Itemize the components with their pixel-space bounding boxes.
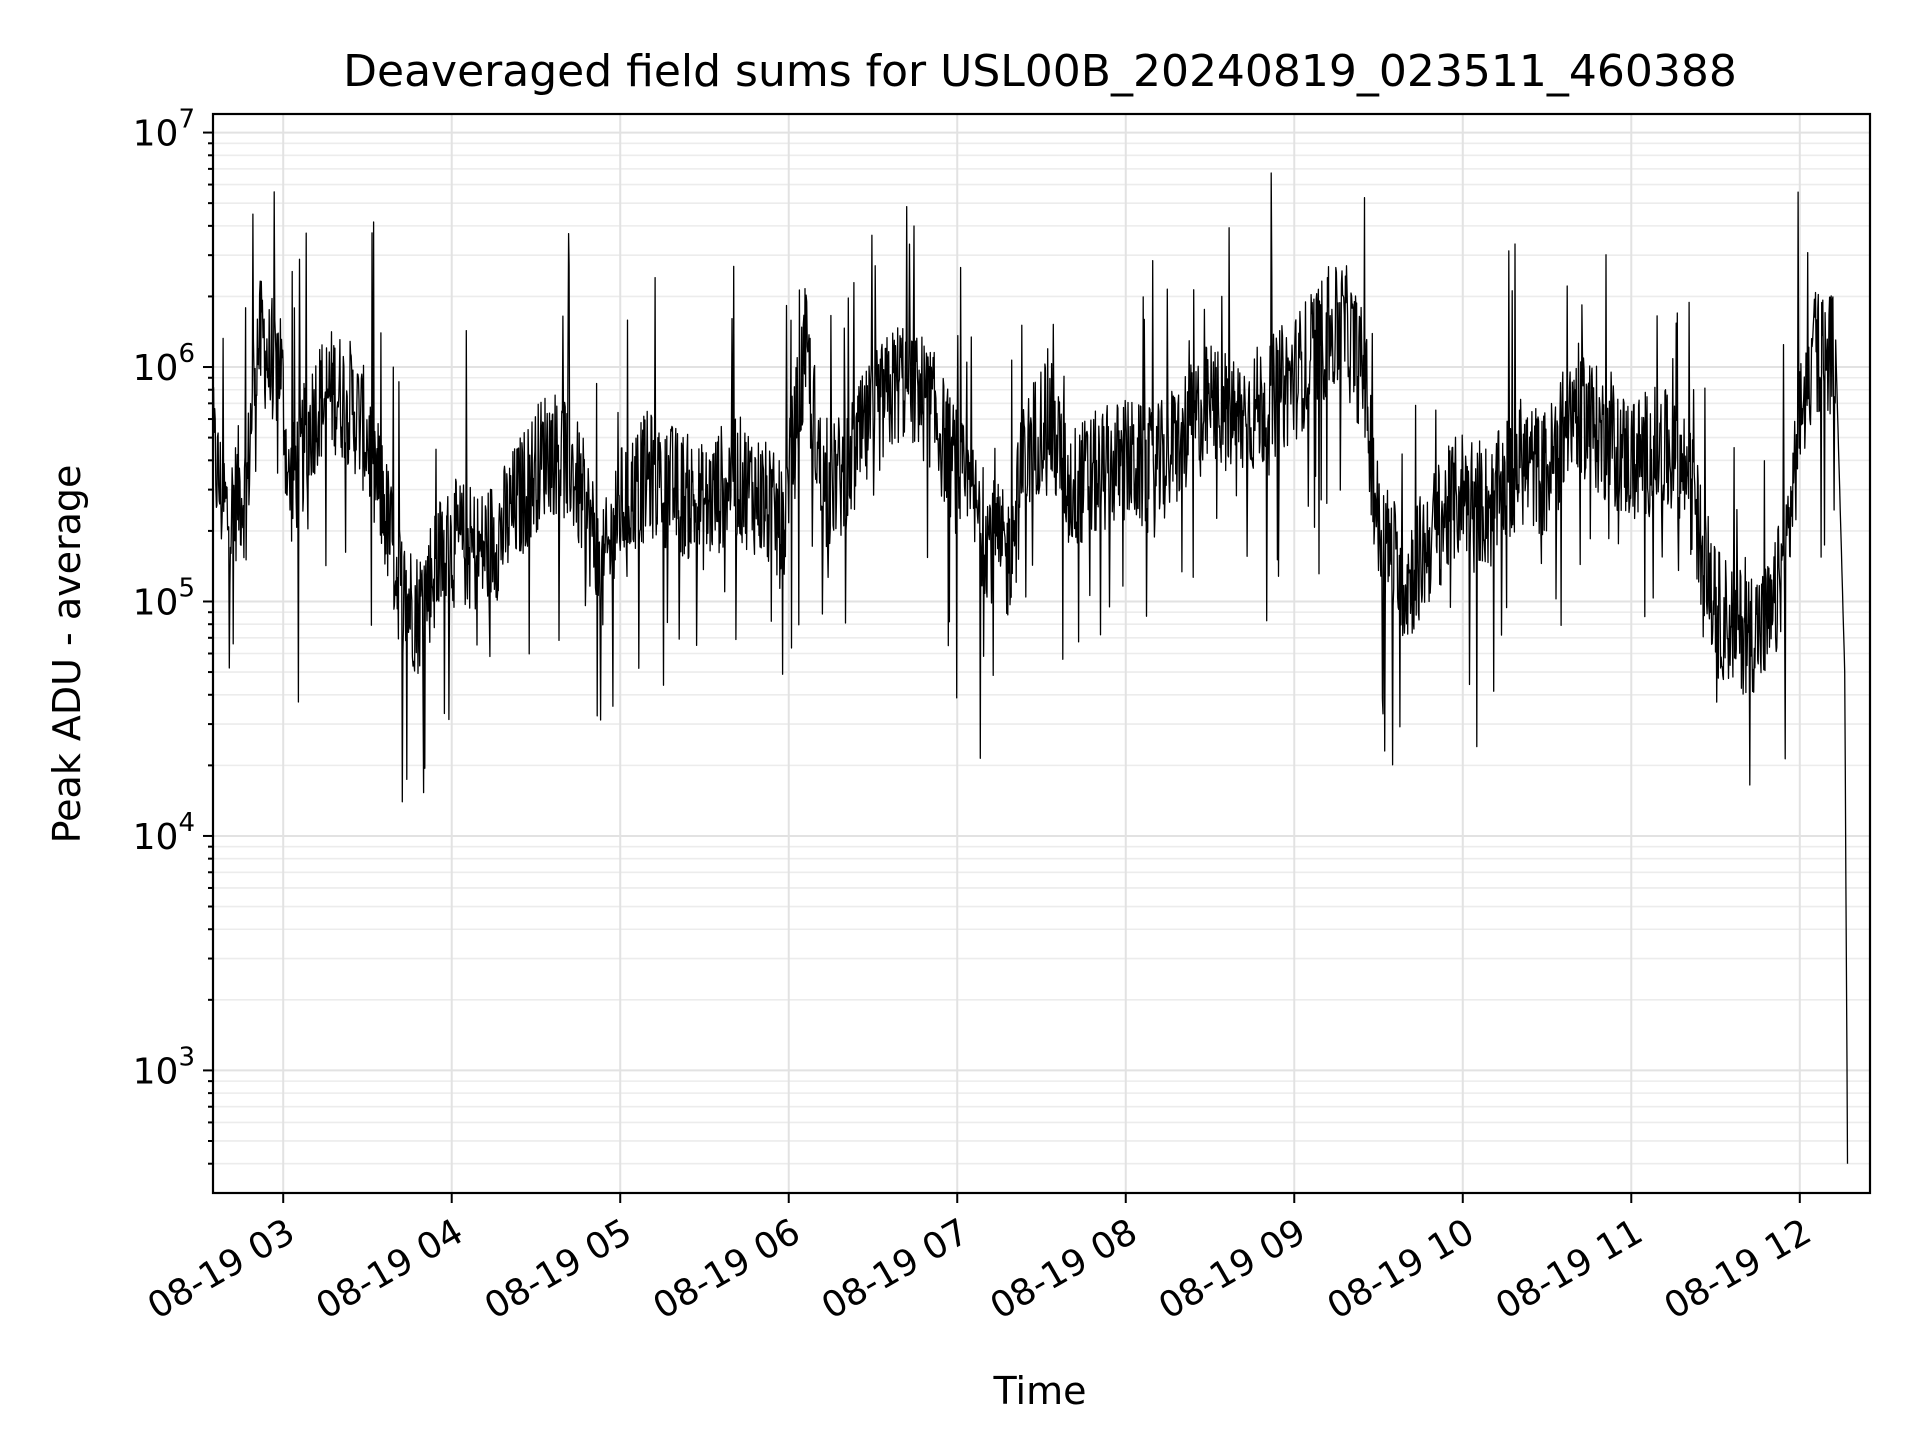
y-axis-label: Peak ADU - average bbox=[45, 465, 89, 844]
x-tick-label: 08-19 05 bbox=[478, 1211, 639, 1327]
major-gridlines bbox=[213, 114, 1870, 1193]
series-line bbox=[213, 172, 1849, 1164]
minor-gridlines bbox=[213, 142, 1870, 1165]
x-tick-label: 08-19 11 bbox=[1489, 1211, 1650, 1327]
x-tick-label: 08-19 06 bbox=[647, 1211, 808, 1327]
x-axis-ticks: 08-19 03 08-19 04 08-19 05 08-19 06 08-19 07… bbox=[141, 1193, 1818, 1328]
x-axis-label: Time bbox=[993, 1369, 1087, 1413]
chart-title: Deaveraged field sums for USL00B_2024081… bbox=[343, 46, 1737, 97]
y-tick-label: 106 bbox=[133, 339, 195, 389]
y-tick-label: 105 bbox=[133, 573, 195, 623]
y-tick-label: 107 bbox=[133, 105, 195, 155]
x-tick-label: 08-19 07 bbox=[815, 1211, 976, 1327]
x-tick-label: 08-19 08 bbox=[984, 1211, 1145, 1327]
y-tick-label: 103 bbox=[133, 1042, 195, 1092]
x-tick-label: 08-19 03 bbox=[141, 1211, 302, 1327]
x-tick-label: 08-19 10 bbox=[1321, 1211, 1482, 1327]
x-tick-label: 08-19 09 bbox=[1152, 1211, 1313, 1327]
x-tick-label: 08-19 12 bbox=[1658, 1211, 1819, 1327]
y-axis-ticks: 103 104 105 106 107 bbox=[133, 105, 213, 1165]
y-tick-label: 104 bbox=[133, 808, 195, 858]
x-tick-label: 08-19 04 bbox=[310, 1211, 471, 1327]
